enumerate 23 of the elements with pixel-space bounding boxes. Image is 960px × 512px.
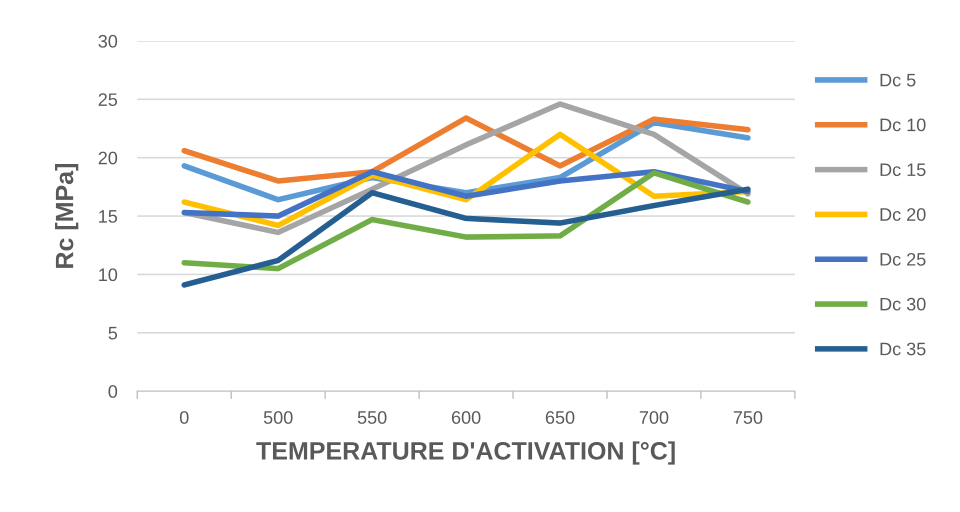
x-tick-label: 750 xyxy=(734,411,762,424)
y-axis-title: Rc [MPa] xyxy=(55,164,78,268)
x-tick-label: 0 xyxy=(180,411,189,424)
y-tick-label: 25 xyxy=(98,93,118,106)
y-tick-label: 0 xyxy=(108,385,118,398)
y-tick-label: 20 xyxy=(98,152,118,164)
y-tick-label: 15 xyxy=(99,210,118,223)
x-tick-label: 600 xyxy=(452,411,480,424)
y-tick-label: 10 xyxy=(99,268,118,282)
x-tick-label: 500 xyxy=(264,411,293,424)
x-tick-label: 700 xyxy=(640,411,668,424)
legend-label: Dc 30 xyxy=(880,298,926,311)
x-tick-label: 650 xyxy=(546,411,574,424)
x-axis-title: TEMPERATURE D'ACTIVATION [°C] xyxy=(256,441,675,465)
legend-label: Dc 20 xyxy=(880,208,926,221)
x-tick-label: 550 xyxy=(358,411,386,424)
y-tick-label: 5 xyxy=(108,326,118,340)
legend-label: Dc 5 xyxy=(880,74,916,86)
legend-label: Dc 25 xyxy=(880,252,926,266)
y-tick-label: 30 xyxy=(98,34,118,48)
legend-label: Dc 10 xyxy=(880,118,926,132)
legend-label: Dc 15 xyxy=(880,163,926,176)
legend-label: Dc 35 xyxy=(880,342,926,356)
